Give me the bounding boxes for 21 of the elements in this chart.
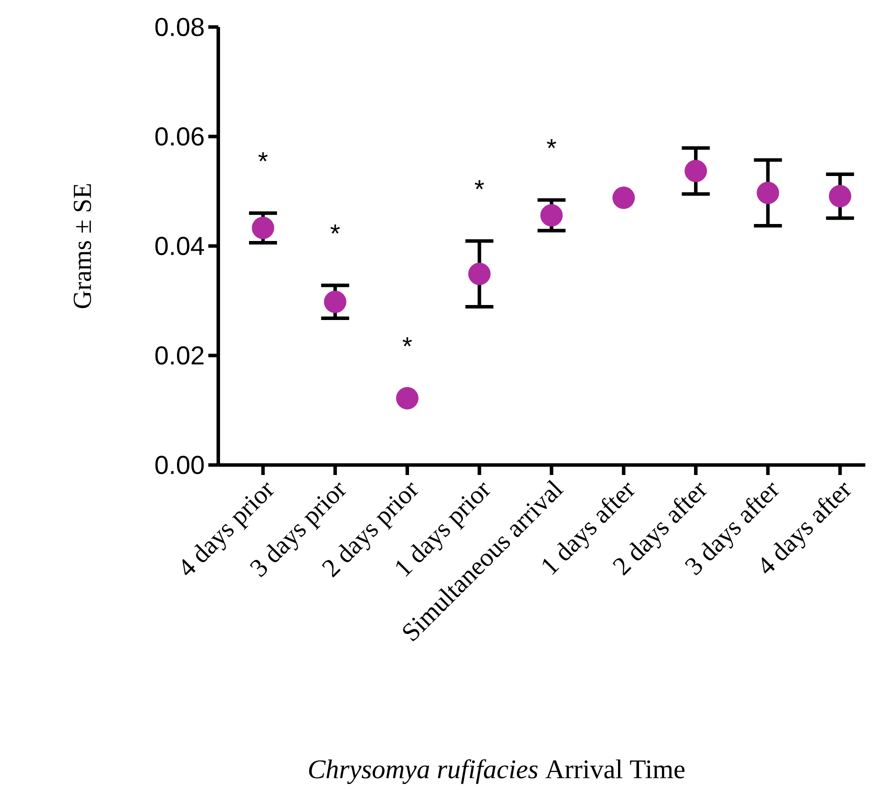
point (468, 262, 491, 286)
annotation: * (330, 224, 340, 234)
y-axis-title: Grams ± SE (74, 184, 92, 308)
annotation: * (258, 152, 268, 162)
point (396, 386, 418, 410)
point (612, 186, 635, 210)
point (252, 216, 274, 240)
y-tick-label: 0.04 (155, 236, 204, 256)
point (540, 204, 563, 227)
point (828, 184, 852, 208)
y-tick-label: 0.06 (155, 127, 204, 146)
annotation: * (474, 180, 484, 190)
annotation: * (546, 139, 556, 148)
y-tick-label: 0.00 (155, 456, 204, 474)
point (756, 182, 780, 204)
y-tick-label: 0.08 (155, 18, 204, 36)
y-tick-label: 0.02 (155, 346, 204, 365)
point (324, 290, 346, 314)
x-axis-title: Chrysomya rufifacies Arrival Time (309, 759, 684, 784)
annotation: * (402, 337, 412, 346)
point (684, 160, 707, 182)
